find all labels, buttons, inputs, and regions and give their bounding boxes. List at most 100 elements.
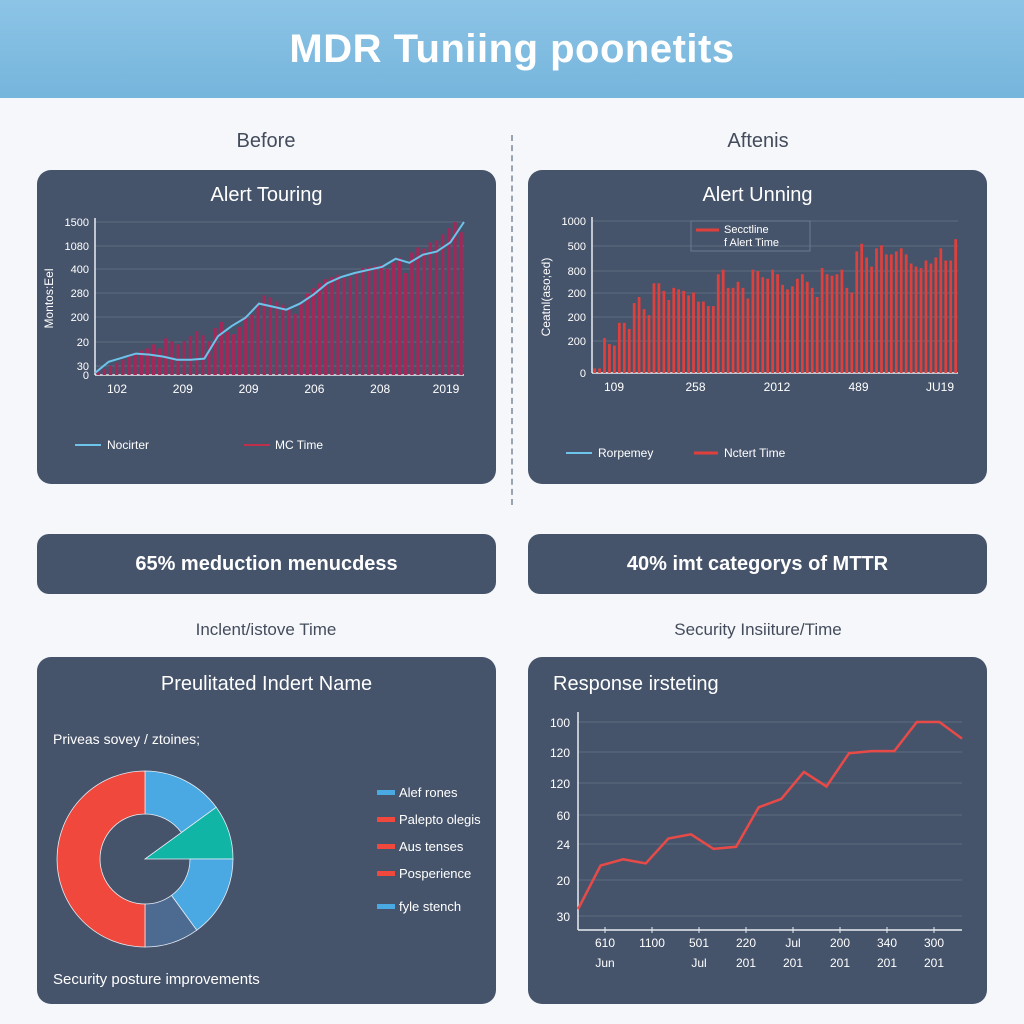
legend-label: Nctert Time <box>724 446 786 460</box>
x-tick-label: Jul <box>785 936 800 950</box>
reduction-banner: 65% meduction menucdess <box>37 534 496 594</box>
bar <box>632 303 636 373</box>
bar <box>642 309 646 373</box>
bar <box>805 281 809 373</box>
bar <box>256 303 260 375</box>
y-axis-label: Ceatnl(aso;ed) <box>539 258 553 337</box>
bar <box>810 287 814 373</box>
y-tick-label: 200 <box>568 288 586 300</box>
x-tick-label: 2019 <box>433 382 460 396</box>
bar <box>385 268 389 375</box>
bar <box>865 257 868 373</box>
bar <box>736 281 740 373</box>
y-tick-label: 200 <box>568 336 586 348</box>
bar <box>924 260 928 373</box>
x-tick-label: Jul <box>691 956 706 970</box>
mttr-banner: 40% imt categorys of MTTR <box>528 534 987 594</box>
bar <box>677 289 681 373</box>
bar <box>791 286 794 373</box>
legend-label: Posperience <box>399 866 471 881</box>
pie-slice <box>56 770 146 948</box>
x-tick-label: 340 <box>877 936 897 950</box>
bar <box>776 274 779 373</box>
x-tick-label: 610 <box>595 936 615 950</box>
bar <box>219 321 223 375</box>
bar <box>726 287 730 373</box>
bar <box>894 251 898 373</box>
bar <box>593 368 596 373</box>
right-subtitle: Security Insiiture/Time <box>674 620 842 639</box>
bar <box>379 264 383 375</box>
legend-swatch <box>377 817 395 822</box>
bar <box>244 317 248 375</box>
bar <box>771 269 775 373</box>
y-axis-label: Montos:Eel <box>42 268 56 328</box>
x-tick-label: Jun <box>595 956 614 970</box>
bar <box>342 278 346 375</box>
bar <box>870 266 873 373</box>
bar <box>860 243 864 373</box>
y-tick-label: 100 <box>550 716 570 730</box>
bar <box>840 269 844 373</box>
pie-slice <box>170 858 234 931</box>
x-tick-label: 489 <box>848 380 868 394</box>
bar <box>880 245 883 373</box>
x-tick-label: 109 <box>604 380 624 394</box>
bar <box>207 341 211 375</box>
bar <box>949 260 953 373</box>
y-tick-label: 20 <box>77 337 89 349</box>
bar <box>391 262 396 375</box>
page-title: MDR Tuniing poonetits <box>289 26 735 71</box>
legend-swatch <box>377 871 395 876</box>
bar <box>268 297 273 375</box>
bar <box>102 368 107 375</box>
bar <box>416 247 420 375</box>
bar <box>820 268 824 373</box>
bar <box>741 287 745 373</box>
bar <box>603 338 606 373</box>
x-tick-label: 209 <box>173 382 193 396</box>
bar <box>711 306 715 373</box>
bar <box>158 348 162 375</box>
bar <box>766 278 770 373</box>
trend-line <box>94 221 465 374</box>
bar <box>909 263 913 373</box>
bar <box>250 314 254 375</box>
bar <box>800 274 804 373</box>
bar <box>422 248 426 375</box>
bar <box>835 274 839 373</box>
bar <box>410 252 414 375</box>
chart-title: Alert Unning <box>702 184 813 206</box>
bar <box>786 289 789 373</box>
y-tick-label: 200 <box>568 312 586 324</box>
legend-label: Alef rones <box>399 785 458 800</box>
chart-title: Preulitated Indert Name <box>160 673 373 695</box>
bar <box>114 362 119 375</box>
bar <box>336 275 340 375</box>
bar <box>652 283 656 373</box>
pie-slice <box>144 770 217 834</box>
legend-label: Aus tenses <box>399 839 464 854</box>
bar <box>929 263 933 373</box>
bar <box>687 295 690 373</box>
bar <box>756 271 760 373</box>
bar <box>622 322 626 373</box>
legend-label: f Alert Time <box>724 237 779 249</box>
x-tick-label: JU19 <box>926 380 954 394</box>
y-tick-label: 800 <box>568 266 586 278</box>
pie-footer: Security posture improvements <box>53 971 260 988</box>
x-tick-label: 208 <box>370 382 390 396</box>
bar <box>608 344 611 373</box>
x-tick-label: 501 <box>689 936 709 950</box>
y-tick-label: 400 <box>71 264 89 276</box>
bar <box>746 298 750 373</box>
bar <box>299 303 303 375</box>
bar <box>682 290 685 373</box>
bar <box>231 334 236 375</box>
bar <box>875 248 878 373</box>
bar <box>667 300 671 373</box>
x-tick-label: 258 <box>685 380 705 394</box>
chart-svg: 030 20 200 280 400 1080 1500 102 209 209 206 208 201… <box>42 217 465 452</box>
bar <box>904 254 908 373</box>
x-tick-label: 201 <box>736 956 756 970</box>
